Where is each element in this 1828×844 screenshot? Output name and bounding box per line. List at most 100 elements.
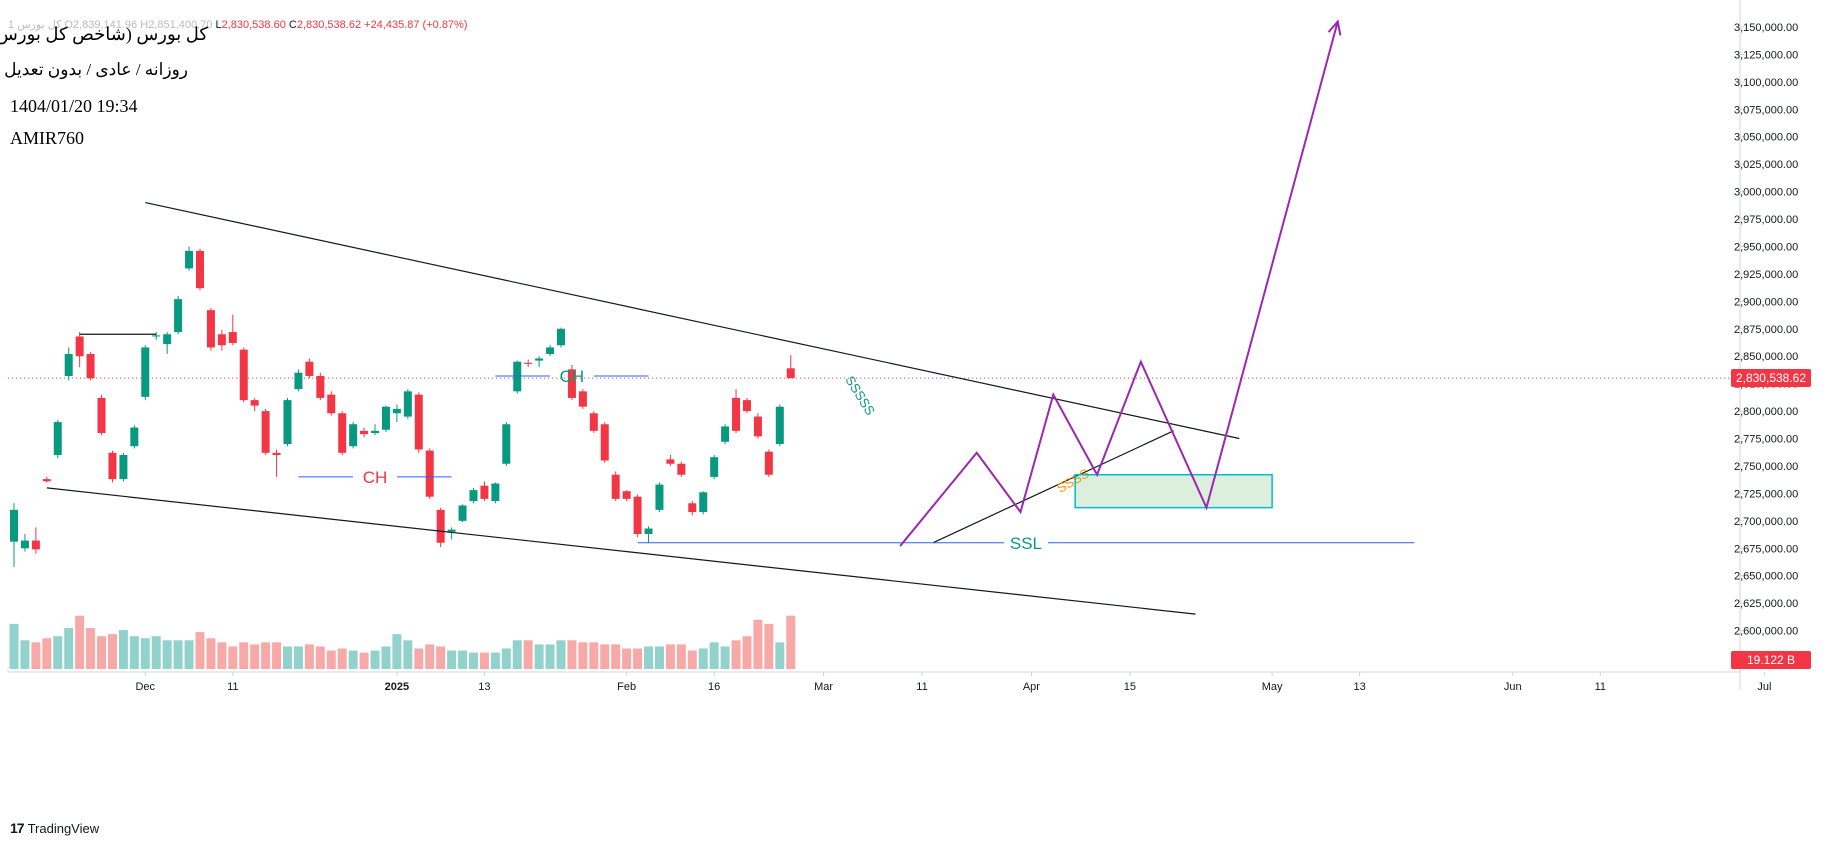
candle: [53, 419, 62, 459]
x-tick-label: 13: [478, 681, 490, 693]
candle: [239, 347, 248, 403]
candle-body: [185, 250, 194, 269]
candle-body: [742, 400, 751, 412]
candle-body: [97, 397, 106, 434]
candle-body: [174, 299, 183, 333]
candle-body: [786, 368, 795, 379]
candle: [64, 347, 73, 381]
x-tick-label: 11: [227, 681, 238, 693]
candle: [677, 461, 686, 477]
tradingview-logo-icon: 17: [10, 820, 25, 836]
y-tick-label: 2,775,000.00: [1734, 434, 1798, 446]
candle-body: [546, 347, 555, 355]
candle-body: [611, 474, 620, 499]
y-tick-label: 3,050,000.00: [1734, 132, 1798, 144]
volume-bar: [217, 642, 227, 669]
candle-body: [677, 463, 686, 475]
candle: [381, 405, 390, 432]
volume-bar: [720, 646, 730, 669]
candle-body: [371, 430, 380, 434]
candle: [152, 332, 161, 340]
candle-body: [666, 459, 675, 464]
candle: [316, 372, 325, 401]
x-tick-label: Mar: [814, 681, 833, 693]
candle: [567, 364, 576, 401]
candle-body: [567, 369, 576, 398]
close-label: C: [288, 19, 297, 31]
candle: [447, 527, 456, 540]
candle-body: [403, 391, 412, 417]
candle-body: [381, 406, 390, 430]
candle-body: [86, 354, 95, 379]
candle-body: [414, 394, 423, 450]
candle-body: [217, 334, 226, 346]
candle-body: [195, 250, 204, 289]
candle: [600, 422, 609, 463]
volume-bar: [151, 636, 161, 669]
candle: [742, 397, 751, 414]
volume-bar: [118, 630, 128, 669]
tradingview-watermark[interactable]: 17 TradingView: [10, 820, 99, 836]
candle: [261, 408, 270, 455]
high-value: 2,851,400.70: [148, 19, 213, 31]
candle-body: [578, 391, 587, 407]
candle: [589, 411, 598, 434]
candle-body: [469, 490, 478, 502]
volume-bar: [206, 638, 216, 669]
candle: [524, 359, 533, 368]
candle-body: [753, 416, 762, 437]
info-title: کل بورس (شاخص کل بورس): [0, 24, 208, 44]
low-value: 2,830,538.60: [221, 19, 286, 31]
candle: [721, 424, 730, 445]
volume-bar: [436, 646, 446, 669]
x-tick-label: Jul: [1757, 681, 1771, 693]
volume-bar: [545, 644, 555, 669]
volume-bar: [479, 652, 489, 669]
candle: [108, 450, 117, 483]
volume-bar: [567, 640, 577, 669]
volume-bar: [326, 650, 336, 669]
high-label: H: [140, 19, 149, 31]
volume-bar: [293, 646, 303, 669]
volume-bar: [283, 646, 292, 669]
candle-body: [360, 430, 369, 435]
info-author: AMIR760: [10, 128, 85, 148]
volume-bar: [665, 644, 675, 669]
candle: [360, 427, 369, 438]
volume-bar: [654, 646, 664, 669]
x-tick-label: Apr: [1023, 681, 1040, 693]
volume-bar: [239, 642, 249, 669]
y-tick-label: 2,900,000.00: [1734, 296, 1798, 308]
y-tick-label: 2,925,000.00: [1734, 269, 1798, 281]
volume-bar: [501, 648, 511, 669]
candle-body: [557, 328, 565, 346]
candle-body: [228, 332, 237, 344]
candle: [86, 351, 95, 381]
candle: [250, 397, 259, 412]
x-tick-label: 11: [1595, 681, 1606, 693]
level-label: SSL: [1010, 534, 1042, 553]
candle: [283, 397, 292, 447]
candle-body: [10, 509, 18, 542]
candle-body: [108, 452, 117, 480]
change-value: +24,435.87 (+0.87%): [364, 19, 468, 31]
volume-bar: [140, 638, 150, 669]
volume-bar: [523, 640, 533, 669]
volume-bar: [304, 644, 314, 669]
x-tick-label: Dec: [135, 681, 155, 693]
candle: [349, 422, 358, 449]
y-tick-label: 2,950,000.00: [1734, 241, 1798, 253]
candle-body: [502, 424, 511, 464]
volume-bar: [173, 640, 183, 669]
candle-body: [644, 528, 653, 534]
volume-bar: [633, 648, 643, 669]
candle-body: [141, 347, 150, 397]
watermark-text: TradingView: [27, 820, 100, 836]
candle-body: [349, 424, 358, 447]
candle-body: [64, 354, 73, 376]
volume-bar: [709, 642, 719, 669]
y-tick-label: 3,000,000.00: [1734, 187, 1798, 199]
volume-bar: [42, 638, 52, 669]
pattern-label: SSSSS: [842, 373, 878, 418]
